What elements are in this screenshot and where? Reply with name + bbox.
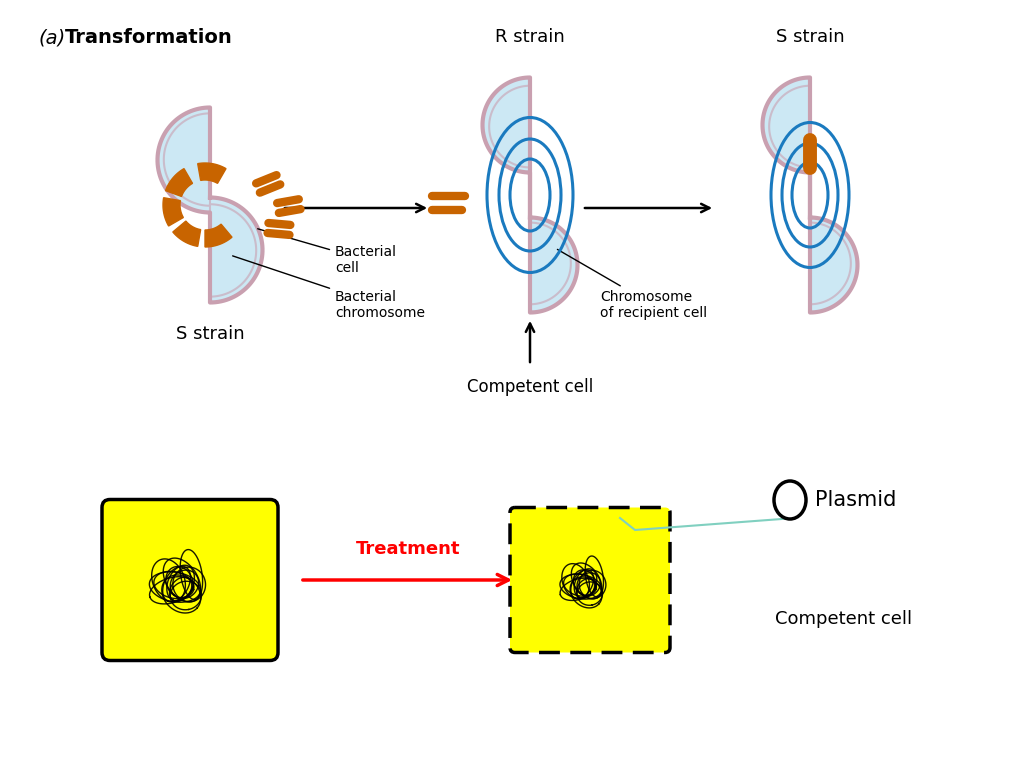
Text: Competent cell: Competent cell xyxy=(467,378,593,396)
Text: R strain: R strain xyxy=(496,28,565,46)
Text: Transformation: Transformation xyxy=(65,28,232,47)
Text: Competent cell: Competent cell xyxy=(775,610,912,628)
Polygon shape xyxy=(173,221,201,247)
Polygon shape xyxy=(205,224,232,247)
Polygon shape xyxy=(763,78,857,313)
Ellipse shape xyxy=(774,481,806,519)
Text: S strain: S strain xyxy=(776,28,845,46)
Polygon shape xyxy=(163,197,183,226)
Text: Bacterial
cell: Bacterial cell xyxy=(258,229,397,275)
FancyBboxPatch shape xyxy=(102,499,278,660)
Text: (a): (a) xyxy=(38,28,66,47)
Polygon shape xyxy=(166,169,193,197)
Text: Treatment: Treatment xyxy=(355,540,460,558)
Polygon shape xyxy=(198,163,226,184)
Text: Plasmid: Plasmid xyxy=(815,490,896,510)
Text: S strain: S strain xyxy=(176,325,245,343)
Polygon shape xyxy=(158,108,262,303)
FancyBboxPatch shape xyxy=(510,508,670,653)
Text: Chromosome
of recipient cell: Chromosome of recipient cell xyxy=(557,250,708,320)
Polygon shape xyxy=(482,78,578,313)
Text: Bacterial
chromosome: Bacterial chromosome xyxy=(232,256,425,320)
